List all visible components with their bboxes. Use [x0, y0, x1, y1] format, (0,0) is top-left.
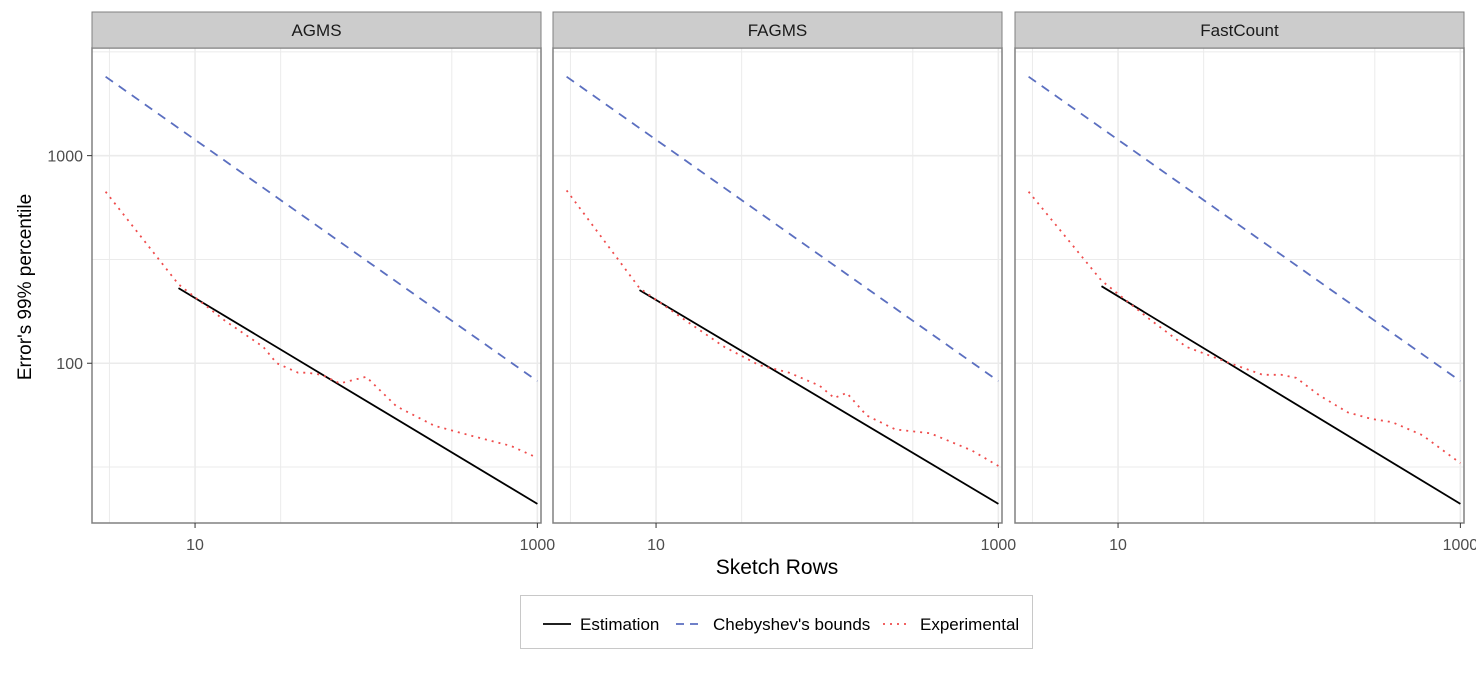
x-tick-label: 1000	[981, 537, 1017, 554]
y-axis-title: Error's 99% percentile	[15, 194, 36, 380]
estimation-series-line	[1101, 285, 1461, 505]
estimation-series-line	[178, 287, 538, 505]
facet-strip-label: FAGMS	[748, 21, 808, 40]
experimental-series-line	[1027, 191, 1461, 464]
x-tick-label: 10	[1109, 537, 1127, 554]
chebyshev-series-line	[1028, 75, 1461, 382]
x-tick-label: 1000	[520, 537, 556, 554]
facet-strip	[1014, 11, 1465, 49]
facet-strip-label: AGMS	[291, 21, 341, 40]
facet-strip-label: FastCount	[1200, 21, 1279, 40]
facet-strip	[91, 11, 542, 49]
x-tick-label: 10	[186, 537, 204, 554]
x-tick-label: 10	[647, 537, 665, 554]
panel-fagms: FAGMS	[552, 11, 1003, 524]
chebyshev-series-line	[105, 75, 538, 382]
facet-strip	[552, 11, 1003, 49]
legend-label: Experimental	[920, 615, 1019, 634]
y-tick-label: 1000	[47, 149, 83, 166]
legend: Estimation Chebyshev's bounds Experimental	[520, 595, 1033, 649]
panel-background	[553, 48, 1002, 523]
panel-agms: AGMS	[91, 11, 542, 524]
estimation-series-line	[639, 289, 999, 505]
axes: 10 1000 10 1000 10 1000 100 1000	[47, 149, 1476, 554]
legend-item-estimation: Estimation	[543, 615, 659, 634]
panel-fastcount: FastCount	[1014, 11, 1465, 524]
legend-item-experimental: Experimental	[883, 615, 1019, 634]
x-axis-title: Sketch Rows	[716, 556, 839, 579]
panel-background	[92, 48, 541, 523]
legend-label: Chebyshev's bounds	[713, 615, 870, 634]
experimental-series-line	[565, 189, 999, 467]
panel-background	[1015, 48, 1464, 523]
legend-label: Estimation	[580, 615, 659, 634]
x-tick-label: 1000	[1443, 537, 1476, 554]
y-tick-label: 100	[56, 356, 83, 373]
chebyshev-series-line	[566, 75, 999, 382]
panels: AGMS FAGMS FastCount	[91, 11, 1465, 524]
legend-item-chebyshev: Chebyshev's bounds	[676, 615, 870, 634]
